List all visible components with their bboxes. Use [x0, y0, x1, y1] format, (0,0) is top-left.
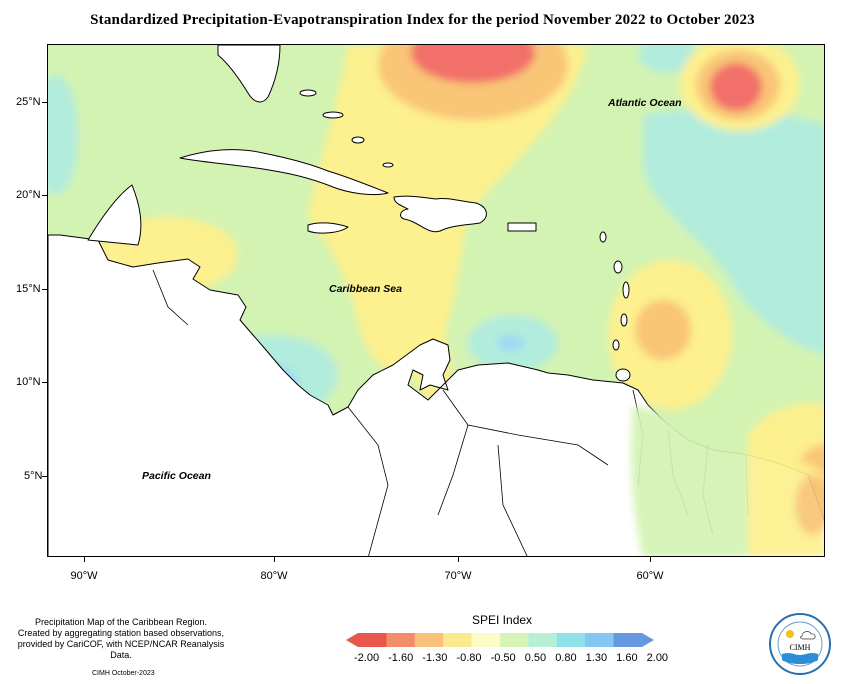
red-region-ne: [710, 63, 762, 111]
legend-label: 0.80: [555, 652, 577, 664]
lon-tick: [84, 557, 85, 562]
lon-tick: [458, 557, 459, 562]
border-9: [437, 424, 469, 516]
legend-label: -0.50: [490, 652, 516, 664]
island-lesser-antilles-5: [612, 339, 620, 351]
legend-swatch: [613, 633, 643, 647]
map-title: Standardized Precipitation-Evapotranspir…: [90, 12, 755, 28]
label-pacific-ocean: Pacific Ocean: [142, 470, 211, 482]
spei-map: [48, 45, 824, 556]
cyan-region-east: [643, 109, 824, 355]
legend-label: -0.80: [456, 652, 482, 664]
lat-tick: [42, 195, 47, 196]
border-8: [497, 444, 528, 556]
legend-swatch: [500, 633, 529, 647]
orange-overlay-se: [795, 475, 824, 535]
legend-label: 1.30: [585, 652, 608, 664]
legend-swatch: [386, 633, 416, 647]
legend-swatch: [358, 633, 387, 647]
legend-swatch: [471, 633, 501, 647]
island-bahamas-1: [299, 89, 317, 97]
land-jamaica: [307, 222, 349, 234]
cimh-logo: CIMH: [769, 613, 831, 675]
label-atlantic-ocean: Atlantic Ocean: [608, 97, 682, 109]
legend-colorbar: [346, 633, 654, 647]
credit-text: CIMH October-2023: [92, 670, 155, 677]
lat-tick: [42, 382, 47, 383]
legend-swatch: [556, 633, 586, 647]
description-line-1: Precipitation Map of the Caribbean Regio…: [34, 617, 208, 627]
island-trinidad: [615, 368, 631, 382]
lat-tick: [42, 102, 47, 103]
cloud-icon: [800, 631, 816, 640]
island-bahamas-2: [322, 111, 344, 119]
legend-swatch: [414, 633, 444, 647]
lat-label-15n: 15°N: [16, 283, 41, 295]
lat-label-5n: 5°N: [24, 470, 43, 482]
lon-label-60w: 60°W: [636, 570, 664, 582]
land-hispaniola: [393, 195, 487, 233]
island-bahamas-4: [382, 162, 394, 168]
island-lesser-antilles-4: [620, 313, 628, 327]
lat-tick: [42, 476, 47, 477]
lat-tick: [42, 289, 47, 290]
legend-arrow-left: [346, 633, 358, 647]
legend-label: 0.50: [524, 652, 547, 664]
lat-label-10n: 10°N: [16, 376, 41, 388]
logo-text: CIMH: [790, 643, 811, 652]
legend-label: -2.00: [354, 652, 380, 664]
orange-region-east: [635, 300, 691, 360]
island-lesser-antilles-3: [622, 281, 630, 299]
border-1: [152, 269, 189, 326]
legend-swatch: [528, 633, 558, 647]
description-line-3: provided by CariCOF, with NCEP/NCAR Rean…: [17, 639, 225, 660]
legend-label: -1.60: [388, 652, 414, 664]
water-icon: [782, 653, 818, 664]
lon-label-70w: 70°W: [444, 570, 472, 582]
island-lesser-antilles-1: [599, 231, 607, 243]
map-description: Precipitation Map of the Caribbean Regio…: [10, 617, 232, 661]
legend-swatch: [585, 633, 615, 647]
lat-label-20n: 20°N: [16, 189, 41, 201]
lon-tick: [650, 557, 651, 562]
sun-icon: [786, 630, 794, 638]
legend-title: SPEI Index: [472, 613, 533, 627]
green-overlay-guianas: [631, 405, 748, 556]
lon-label-80w: 80°W: [260, 570, 288, 582]
legend-labels: -2.00 -1.60 -1.30 -0.80 -0.50 0.50 0.80 …: [354, 652, 674, 664]
legend-arrow-right: [642, 633, 654, 647]
legend-label: 1.60: [616, 652, 638, 664]
blue-region-south: [497, 335, 525, 351]
border-2: [347, 406, 389, 556]
legend-label: -1.30: [422, 652, 448, 664]
island-bahamas-3: [351, 136, 365, 144]
map-area[interactable]: [47, 44, 825, 557]
red-region-north: [411, 45, 535, 83]
lat-label-25n: 25°N: [16, 96, 41, 108]
cyan-region-northwest: [638, 45, 698, 73]
label-caribbean-sea: Caribbean Sea: [329, 283, 402, 295]
legend-swatch: [443, 633, 473, 647]
island-lesser-antilles-2: [613, 260, 623, 274]
description-line-2: Created by aggregating station based obs…: [17, 628, 225, 638]
cyan-region-west: [48, 75, 78, 195]
land-yucatan: [87, 184, 142, 246]
border-3: [442, 389, 609, 466]
land-cuba: [179, 149, 389, 196]
land-florida: [217, 45, 281, 103]
legend-label: 2.00: [646, 652, 669, 664]
lon-tick: [274, 557, 275, 562]
land-puerto-rico: [507, 222, 537, 232]
lon-label-90w: 90°W: [70, 570, 98, 582]
